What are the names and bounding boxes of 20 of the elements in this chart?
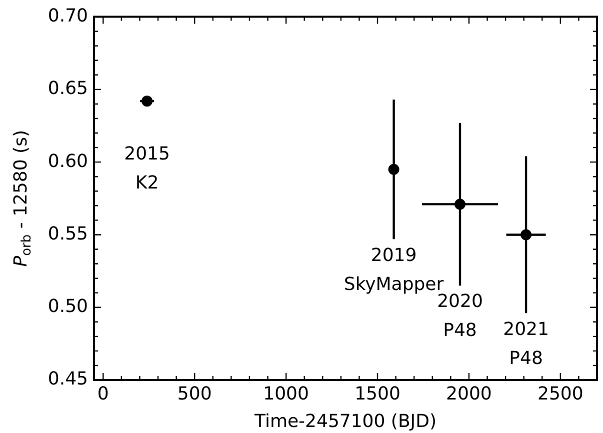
y-tick-label: 0.70	[48, 5, 88, 26]
point	[520, 229, 532, 240]
point	[142, 96, 153, 107]
y-tick-label: 0.50	[48, 296, 88, 318]
y-tick-label: 0.60	[48, 150, 88, 172]
x-tick-label: 0	[97, 383, 109, 404]
point	[454, 198, 466, 210]
x-axis-title: Time-2457100 (BJD)	[254, 410, 436, 432]
x-tick-label: 2500	[538, 383, 584, 404]
x-tick-label: 500	[177, 383, 212, 404]
y-axis-title: Porb - 12580 (s)	[10, 130, 34, 267]
x-tick-label: 1500	[354, 383, 400, 404]
annotation: 2021 P48	[503, 318, 549, 369]
y-tick-label: 0.65	[48, 78, 88, 100]
y-tick-label: 0.45	[48, 368, 88, 390]
point	[388, 164, 400, 175]
x-tick-label: 1000	[263, 383, 309, 404]
annotation: 2015 K2	[124, 144, 170, 194]
y-tick-label: 0.55	[48, 223, 88, 244]
x-tick-label: 2000	[446, 383, 492, 404]
